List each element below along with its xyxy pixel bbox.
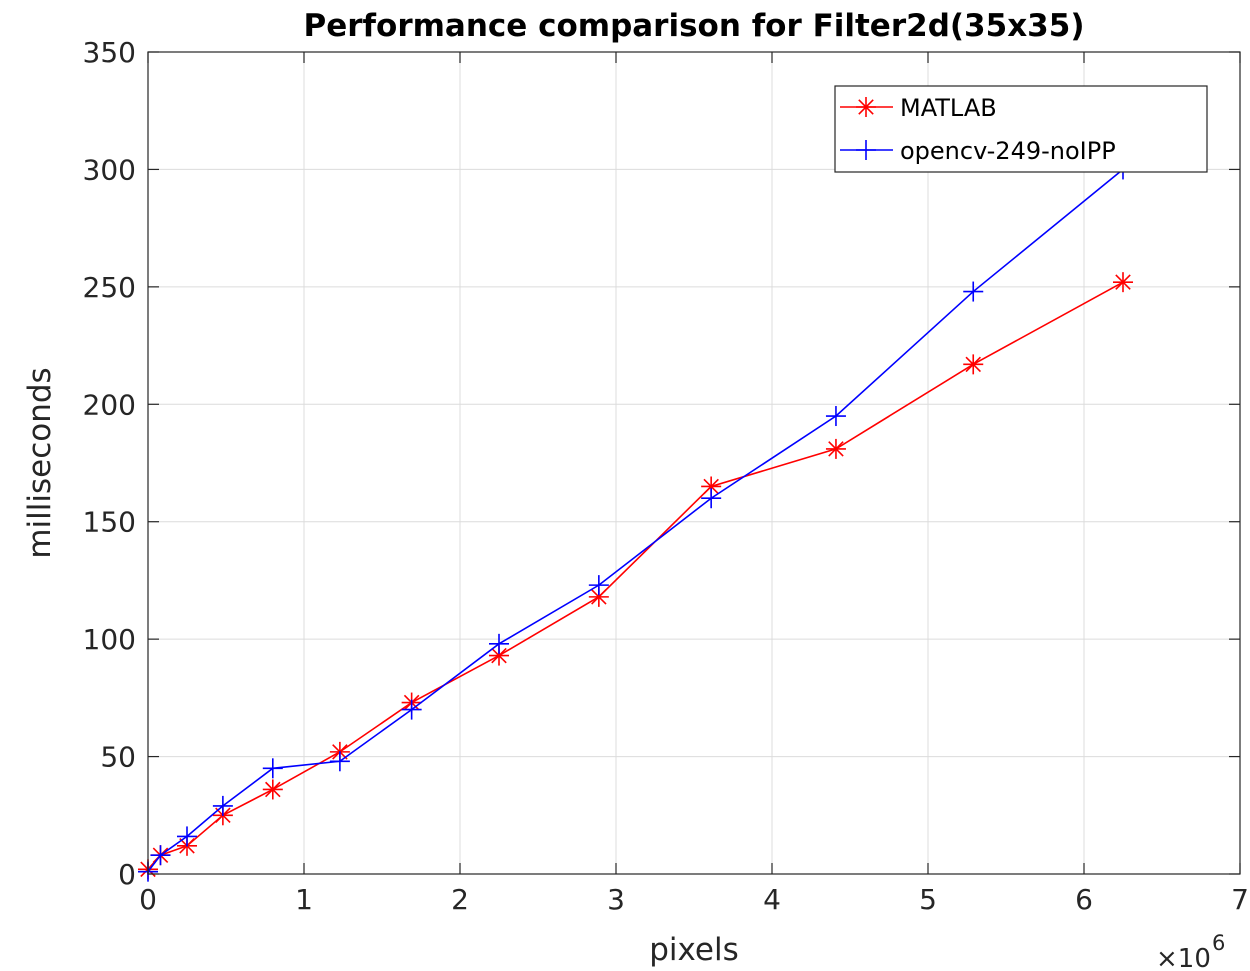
plot-area [148, 52, 1240, 874]
axis-ticks [147, 51, 1241, 875]
data-point [212, 795, 233, 816]
data-point [701, 488, 722, 509]
series-lines [138, 159, 1133, 882]
grid-lines [148, 52, 1240, 874]
legend: MATLAB opencv-249-noIPP [834, 85, 1208, 173]
data-point [825, 406, 846, 427]
data-point [150, 845, 171, 866]
y-tick-label: 300 [83, 153, 136, 186]
x-exponent-power: 6 [1212, 931, 1225, 955]
data-point [963, 354, 984, 375]
data-point [489, 633, 509, 654]
data-point [825, 438, 846, 459]
data-point [1113, 272, 1133, 293]
data-point [262, 779, 283, 800]
legend-box [834, 85, 1208, 173]
legend-label: MATLAB [900, 94, 997, 122]
x-tick-label: 3 [607, 883, 625, 916]
x-tick-label: 7 [1231, 883, 1249, 916]
x-tick-label: 6 [1075, 883, 1093, 916]
y-tick-label: 250 [83, 271, 136, 304]
data-point [262, 758, 283, 779]
data-point [329, 751, 350, 772]
y-tick-label: 350 [83, 36, 136, 69]
data-point [963, 281, 984, 302]
x-tick-label: 1 [295, 883, 313, 916]
data-point [177, 826, 197, 847]
data-point [401, 699, 422, 720]
y-axis-label: milliseconds [22, 367, 58, 558]
y-tick-label: 150 [83, 506, 136, 539]
x-tick-label: 2 [451, 883, 469, 916]
tick-labels: 0 1 2 3 4 5 6 7 0 50 100 150 200 250 300 350 [83, 36, 1249, 916]
x-tick-label: 5 [919, 883, 937, 916]
x-tick-label: 4 [763, 883, 781, 916]
x-exponent-label: ×10 6 [1156, 931, 1225, 971]
data-point [588, 575, 609, 596]
y-tick-label: 0 [118, 858, 136, 891]
legend-entry: opencv-249-noIPP [840, 137, 1116, 165]
legend-label: opencv-249-noIPP [900, 137, 1116, 165]
legend-entry: MATLAB [840, 94, 997, 122]
y-tick-label: 100 [83, 623, 136, 656]
y-tick-label: 200 [83, 388, 136, 421]
x-exponent-base: ×10 [1156, 944, 1211, 971]
x-axis-label: pixels [649, 932, 739, 968]
plot-frame [147, 51, 1241, 875]
data-point [856, 140, 876, 160]
x-tick-label: 0 [139, 883, 157, 916]
chart-title: Performance comparison for Filter2d(35x3… [304, 8, 1085, 44]
y-tick-label: 50 [100, 741, 136, 774]
data-point [856, 97, 876, 117]
